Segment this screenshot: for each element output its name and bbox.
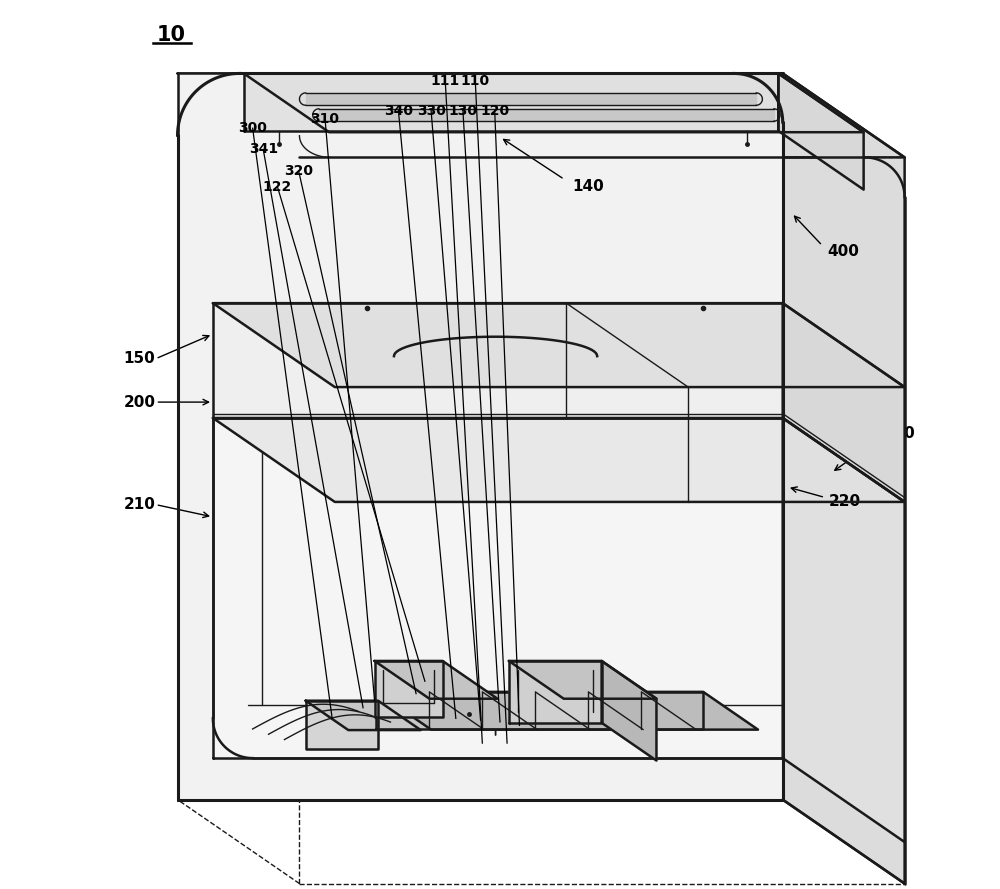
Polygon shape [376,692,758,730]
Text: 340: 340 [384,103,413,117]
Polygon shape [244,74,864,132]
Text: 150: 150 [124,351,155,366]
Polygon shape [509,661,656,699]
Text: 330: 330 [417,103,446,117]
Polygon shape [178,74,783,799]
Text: 10: 10 [157,26,186,45]
Text: 320: 320 [284,164,313,178]
Polygon shape [778,74,864,189]
Polygon shape [783,418,905,842]
Text: 140: 140 [572,179,604,194]
Text: 130: 130 [448,103,477,117]
Text: 341: 341 [249,142,278,156]
Text: 200: 200 [124,395,156,410]
Polygon shape [306,92,756,105]
Polygon shape [509,661,602,723]
Polygon shape [783,303,905,502]
Polygon shape [178,74,905,157]
Text: 120: 120 [480,103,509,117]
Polygon shape [375,661,497,699]
Text: 220: 220 [828,493,861,509]
Text: 100: 100 [883,427,915,442]
Text: 310: 310 [311,112,340,126]
Polygon shape [375,661,443,717]
Polygon shape [213,418,783,758]
Text: 210: 210 [124,497,155,512]
Polygon shape [213,418,905,502]
Polygon shape [306,701,421,730]
Text: 111: 111 [431,74,460,87]
Polygon shape [213,303,905,387]
Text: 400: 400 [827,244,859,260]
Polygon shape [213,303,783,418]
Text: 121: 121 [829,359,860,374]
Text: 110: 110 [461,74,490,87]
Text: 300: 300 [238,121,267,135]
Polygon shape [244,74,778,131]
Polygon shape [602,661,656,761]
Polygon shape [306,701,378,749]
Polygon shape [319,108,774,121]
Polygon shape [783,74,905,884]
Polygon shape [376,692,703,729]
Text: 122: 122 [263,180,292,194]
